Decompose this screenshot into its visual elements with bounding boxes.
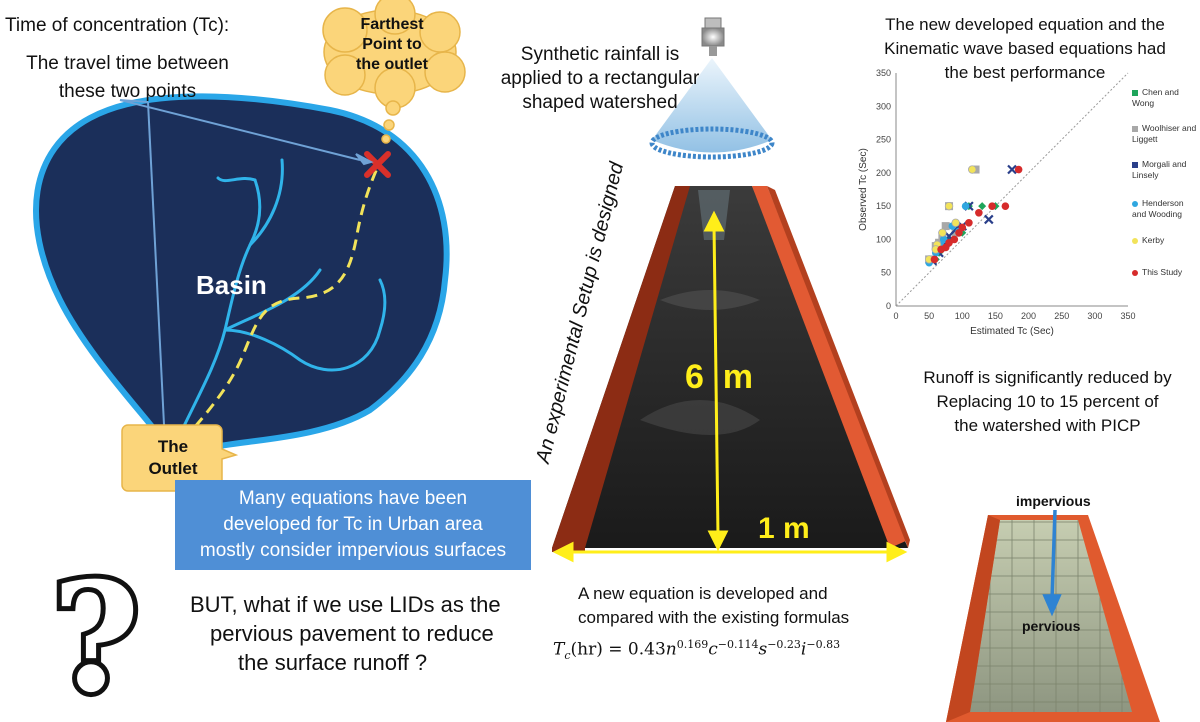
data-point <box>1014 165 1023 174</box>
data-point <box>944 201 954 211</box>
y-tick-label: 0 <box>886 301 891 311</box>
travel-time-line2: these two points <box>58 81 197 102</box>
pavement-arrow <box>1042 509 1062 617</box>
data-point <box>1007 164 1017 175</box>
x-tick-label: 150 <box>988 311 1003 321</box>
farthest-point-label: Farthest Point to the outlet <box>356 16 428 73</box>
legend-label: Morgali and Linsely <box>1132 159 1187 180</box>
data-point <box>988 202 996 210</box>
rain-nozzle <box>701 17 725 56</box>
flume <box>552 186 910 552</box>
thought-cloud <box>322 0 466 144</box>
y-tick-label: 50 <box>881 268 891 278</box>
stream-network <box>170 158 387 454</box>
data-point <box>958 223 967 232</box>
tc-title: Time of concentration (Tc): <box>5 15 230 36</box>
x-tick-label: 100 <box>955 311 970 321</box>
y-tick-label: 200 <box>876 168 891 178</box>
pervious-label: pervious <box>1022 618 1081 634</box>
data-point <box>968 165 977 174</box>
question-mark: ? <box>52 550 140 722</box>
data-point <box>965 218 973 227</box>
outlet-label: The Outlet <box>148 437 198 478</box>
legend-item: Henderson and Wooding <box>1132 198 1198 220</box>
y-tick-label: 350 <box>876 68 891 78</box>
x-tick-label: 300 <box>1087 311 1102 321</box>
flume-width-label: 1 m <box>758 512 810 545</box>
flume-length-label: 6 m <box>685 358 754 396</box>
y-tick-label: 250 <box>876 135 891 145</box>
legend-swatch <box>1132 89 1138 96</box>
data-point <box>950 235 959 244</box>
legend-swatch <box>1132 237 1138 244</box>
data-point <box>941 243 950 252</box>
travel-time-line1: The travel time between <box>26 53 229 74</box>
flow-path <box>170 165 380 455</box>
y-tick-label: 300 <box>876 101 891 111</box>
legend-swatch <box>1132 161 1138 168</box>
x-axis-label: Estimated Tc (Sec) <box>970 326 1054 337</box>
equations-callout: Many equations have been developed for T… <box>175 480 531 570</box>
legend-item: Chen and Wong <box>1132 87 1198 109</box>
pavement-flume <box>946 515 1160 722</box>
legend-label: This Study <box>1142 267 1183 277</box>
performance-text: The new developed equation and the Kinem… <box>884 15 1166 82</box>
data-point <box>1001 202 1010 210</box>
x-tick-label: 350 <box>1120 311 1135 321</box>
data-point <box>951 218 960 227</box>
legend-item: Kerby <box>1132 235 1198 246</box>
x-tick-label: 250 <box>1054 311 1069 321</box>
data-point <box>978 202 987 211</box>
legend-swatch <box>1132 200 1138 207</box>
length-arrow <box>703 210 729 552</box>
lid-question: BUT, what if we use LIDs as the pervious… <box>190 592 501 675</box>
x-tick-label: 200 <box>1021 311 1036 321</box>
y-axis-label: Observed Tc (Sec) <box>858 148 869 231</box>
legend-item: Woolhiser and Liggett <box>1132 123 1198 145</box>
legend-label: Woolhiser and Liggett <box>1132 123 1197 144</box>
basin-shape <box>33 93 450 460</box>
legend-item: This Study <box>1132 267 1198 278</box>
x-tick-label: 0 <box>893 311 898 321</box>
legend-swatch <box>1132 269 1138 276</box>
spray-ring <box>649 126 775 160</box>
data-point <box>975 209 983 217</box>
legend-label: Chen and Wong <box>1132 87 1179 108</box>
y-tick-label: 150 <box>876 201 891 211</box>
impervious-label: impervious <box>1016 493 1091 509</box>
legend-item: Morgali and Linsely <box>1132 159 1198 181</box>
farthest-point-marker <box>364 151 391 178</box>
y-tick-label: 100 <box>876 234 891 244</box>
width-arrow <box>552 541 908 563</box>
data-point <box>930 255 939 264</box>
runoff-text: Runoff is significantly reduced by Repla… <box>923 368 1172 435</box>
new-equation-text: A new equation is developed and compared… <box>578 584 850 627</box>
rainfall-line1: Synthetic rainfall is <box>520 44 680 65</box>
data-point <box>938 228 947 237</box>
legend-swatch <box>1132 125 1138 132</box>
basin-label: Basin <box>196 270 267 300</box>
data-point <box>984 214 994 225</box>
reference-line <box>895 72 1129 307</box>
x-tick-label: 50 <box>924 311 934 321</box>
legend-label: Henderson and Wooding <box>1132 198 1184 219</box>
data-point <box>961 202 970 210</box>
legend-label: Kerby <box>1142 235 1165 245</box>
rainfall-line3: shaped watershed <box>522 92 678 113</box>
scatter-chart: 0 50 100 150 200 250 300 350 0 50 100 150 200 250 300 3… <box>858 68 1136 337</box>
data-point <box>941 222 950 231</box>
tc-equation: Tc(hr) = 0.43n0.169c−0.114s−0.23i−0.83 <box>553 638 841 663</box>
rainfall-line2: applied to a rectangular <box>500 68 700 89</box>
